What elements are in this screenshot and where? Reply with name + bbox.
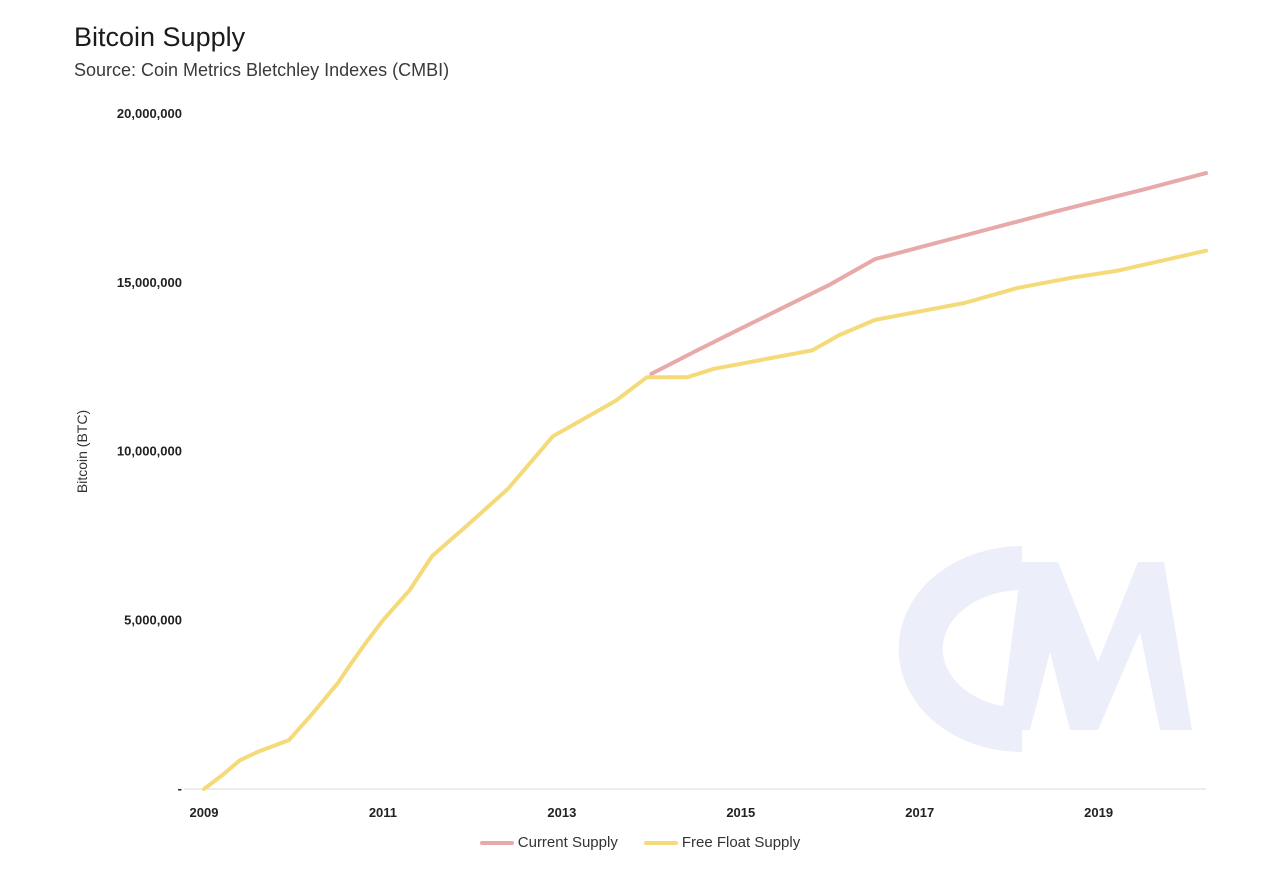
chart-legend: Current Supply Free Float Supply [0, 834, 1280, 851]
y-axis-label: Bitcoin (BTC) [74, 410, 90, 493]
chart-title: Bitcoin Supply [74, 22, 246, 52]
y-tick-label-20-000-000: 20,000,000 [117, 106, 182, 121]
x-tick-label-2009: 2009 [190, 805, 219, 820]
cm-watermark-logo [898, 546, 1192, 752]
cm-watermark-c [898, 546, 1023, 752]
legend-label-free-float-supply: Free Float Supply [681, 834, 801, 851]
y-tick-label-5-000-000: 5,000,000 [124, 612, 182, 627]
legend-swatch-free-float-supply [643, 840, 678, 845]
y-tick-label-10-000-000: 10,000,000 [117, 444, 182, 459]
legend-item-current-supply[interactable]: Current Supply [479, 834, 618, 851]
y-tick-label-: - [178, 781, 182, 796]
chart-subtitle: Source: Coin Metrics Bletchley Indexes (… [74, 60, 450, 80]
series-line-free-float-supply[interactable] [202, 248, 1208, 791]
x-tick-label-2017: 2017 [905, 805, 934, 820]
x-tick-label-2019: 2019 [1084, 805, 1113, 820]
x-tick-label-2011: 2011 [369, 805, 397, 820]
x-tick-label-2013: 2013 [547, 805, 576, 820]
cm-watermark-m [1000, 562, 1192, 730]
legend-label-current-supply: Current Supply [517, 834, 618, 851]
legend-swatch-current-supply [479, 840, 514, 845]
x-tick-label-2015: 2015 [726, 805, 755, 820]
legend-item-free-float-supply[interactable]: Free Float Supply [643, 834, 801, 851]
series-line-current-supply[interactable] [649, 171, 1208, 376]
y-tick-label-15-000-000: 15,000,000 [117, 275, 182, 290]
